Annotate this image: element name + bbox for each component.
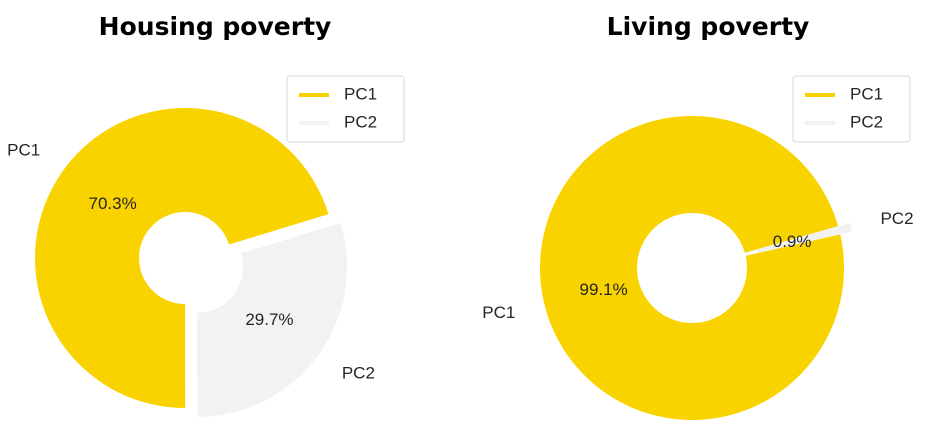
- value-label: 99.1%: [580, 280, 628, 299]
- slice-label: PC2: [880, 209, 913, 228]
- value-label: 0.9%: [773, 232, 812, 251]
- pie-wedge: [756, 223, 853, 253]
- legend-label: PC2: [344, 112, 377, 131]
- value-label: 70.3%: [89, 194, 137, 213]
- slice-label: PC2: [342, 363, 375, 382]
- slice-label: PC1: [7, 141, 40, 160]
- slice-label: PC1: [482, 303, 515, 322]
- legend-box: [286, 75, 405, 143]
- legend-box: [792, 75, 911, 143]
- pie-wedge: [540, 116, 845, 421]
- chart-title: Housing poverty: [99, 12, 332, 41]
- chart-title: Living poverty: [607, 12, 810, 41]
- legend-label: PC2: [850, 112, 883, 131]
- pie-wedge: [197, 223, 348, 417]
- legend-label: PC1: [850, 84, 883, 103]
- legend-label: PC1: [344, 84, 377, 103]
- pie-wedge: [35, 107, 329, 408]
- value-label: 29.7%: [245, 310, 293, 329]
